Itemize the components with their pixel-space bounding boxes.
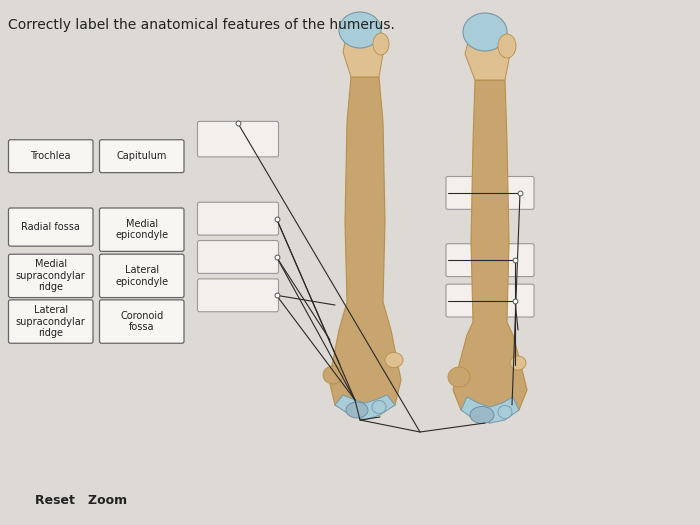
Ellipse shape <box>448 367 470 387</box>
FancyBboxPatch shape <box>8 208 93 246</box>
Polygon shape <box>465 24 512 80</box>
Ellipse shape <box>372 401 386 414</box>
Text: Trochlea: Trochlea <box>31 151 71 161</box>
Ellipse shape <box>346 402 368 418</box>
Text: Correctly label the anatomical features of the humerus.: Correctly label the anatomical features … <box>8 18 395 32</box>
FancyBboxPatch shape <box>99 300 184 343</box>
Text: Radial fossa: Radial fossa <box>21 222 80 232</box>
FancyBboxPatch shape <box>8 140 93 173</box>
Polygon shape <box>335 395 395 420</box>
FancyBboxPatch shape <box>197 279 279 312</box>
Text: Medial
epicondyle: Medial epicondyle <box>116 219 168 240</box>
Text: Lateral
epicondyle: Lateral epicondyle <box>116 265 168 287</box>
Text: Reset   Zoom: Reset Zoom <box>35 494 127 507</box>
Ellipse shape <box>463 13 507 51</box>
Polygon shape <box>461 397 519 423</box>
Ellipse shape <box>339 12 381 48</box>
Ellipse shape <box>385 352 403 368</box>
Polygon shape <box>453 80 527 423</box>
Ellipse shape <box>373 33 389 55</box>
Ellipse shape <box>470 406 494 424</box>
Polygon shape <box>343 24 385 77</box>
FancyBboxPatch shape <box>99 208 184 251</box>
FancyBboxPatch shape <box>197 202 279 235</box>
FancyBboxPatch shape <box>197 121 279 157</box>
Text: Capitulum: Capitulum <box>117 151 167 161</box>
Ellipse shape <box>510 356 526 370</box>
Ellipse shape <box>498 34 516 58</box>
FancyBboxPatch shape <box>446 176 534 209</box>
FancyBboxPatch shape <box>8 254 93 298</box>
FancyBboxPatch shape <box>8 300 93 343</box>
FancyBboxPatch shape <box>446 244 534 277</box>
Ellipse shape <box>323 366 343 384</box>
Text: Lateral
supracondylar
ridge: Lateral supracondylar ridge <box>16 305 85 338</box>
Polygon shape <box>329 77 401 420</box>
FancyBboxPatch shape <box>99 140 184 173</box>
Ellipse shape <box>498 405 512 418</box>
FancyBboxPatch shape <box>197 240 279 274</box>
FancyBboxPatch shape <box>99 254 184 298</box>
FancyBboxPatch shape <box>446 284 534 317</box>
Text: Coronoid
fossa: Coronoid fossa <box>120 311 163 332</box>
Text: Medial
supracondylar
ridge: Medial supracondylar ridge <box>16 259 85 292</box>
